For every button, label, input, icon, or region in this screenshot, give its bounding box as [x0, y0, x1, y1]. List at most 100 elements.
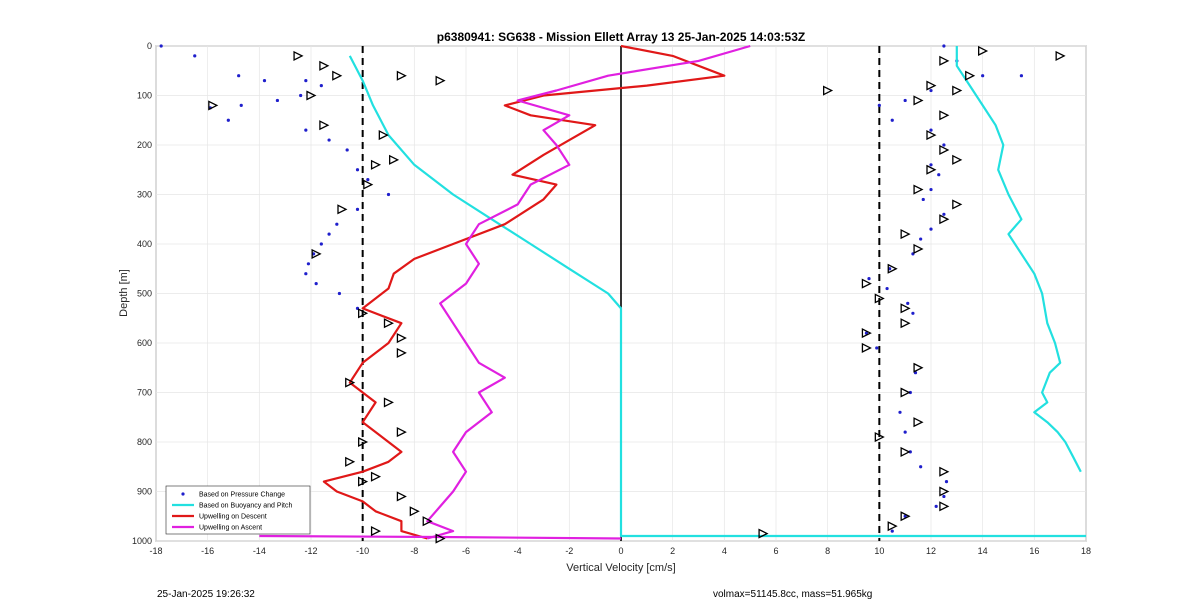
descent-marker [389, 154, 400, 165]
ascent-marker [952, 85, 963, 96]
x-tick-label: -16 [201, 546, 214, 556]
pressure-point [355, 207, 360, 211]
triangle-markers [208, 45, 1066, 544]
pressure-point [304, 128, 308, 132]
descent-marker [396, 427, 407, 438]
pressure-point [942, 494, 946, 499]
pressure-point [327, 232, 331, 236]
ascent-marker [874, 293, 885, 304]
ascent-marker [900, 387, 911, 398]
x-tick-label: -8 [410, 546, 418, 556]
pressure-point [319, 84, 323, 88]
series-line [348, 55, 1086, 538]
chart-title: p6380941: SG638 - Mission Ellett Array 1… [437, 30, 805, 44]
ascent-marker [939, 466, 950, 477]
legend: Based on Pressure Change Based on Buoyanc… [165, 485, 311, 535]
ascent-marker [939, 110, 950, 121]
ascent-marker [900, 511, 911, 522]
pressure-point [1019, 74, 1024, 78]
pressure-point [903, 430, 907, 434]
pressure-point [890, 118, 894, 122]
x-tick-label: 16 [1029, 546, 1039, 556]
ascent-marker [913, 243, 924, 255]
descent-marker [337, 204, 348, 215]
pressure-point [304, 272, 308, 276]
pressure-point [355, 168, 360, 172]
x-tick-label: 8 [825, 546, 830, 556]
y-tick-label: 800 [137, 437, 152, 447]
descent-marker [293, 50, 304, 61]
descent-marker [435, 533, 446, 544]
pressure-point [937, 173, 941, 177]
ascent-marker [900, 318, 911, 329]
pressure-point [335, 222, 339, 226]
y-tick-label: 900 [137, 487, 152, 497]
descent-marker [370, 159, 382, 170]
pressure-point [898, 410, 902, 414]
pressure-point [903, 98, 907, 103]
pressure-point [319, 242, 323, 246]
y-tick-labels: 0 100 200 300 400 500 600 700 800 900 1000 [132, 41, 152, 546]
pressure-point [919, 465, 923, 469]
pressure-point [159, 44, 163, 48]
pressure-point [929, 88, 933, 93]
x-tick-label: -10 [356, 546, 369, 556]
x-tick-labels: -18 -16 -14 -12 -10 -8 -6 -4 -2 0 2 4 6 8 10 12 14 16 18 [149, 546, 1091, 556]
ascent-marker [900, 303, 911, 314]
pressure-point [299, 93, 303, 98]
y-axis-label: Depth [m] [118, 269, 130, 317]
pressure-point [921, 197, 925, 202]
pressure-point [906, 301, 910, 305]
y-tick-label: 600 [137, 338, 152, 348]
descent-marker [396, 70, 407, 81]
descent-marker [383, 318, 394, 329]
ascent-marker [913, 362, 924, 373]
ascent-marker [952, 199, 963, 210]
pressure-point [304, 79, 308, 83]
pressure-point [942, 44, 946, 48]
ascent-marker [939, 55, 950, 66]
ascent-marker [926, 80, 937, 91]
x-axis-label: Vertical Velocity [cm/s] [566, 562, 675, 574]
descent-marker [306, 90, 317, 101]
ascent-marker [823, 85, 834, 96]
pressure-point [864, 331, 869, 335]
y-tick-label: 700 [137, 388, 152, 398]
pressure-point [867, 277, 871, 281]
ascent-marker [861, 342, 872, 354]
descent-marker [345, 377, 356, 388]
series-line [955, 46, 1082, 473]
ascent-marker [926, 164, 937, 175]
pressure-point [929, 163, 933, 167]
x-tick-label: -2 [565, 546, 573, 556]
x-tick-label: -18 [149, 546, 162, 556]
pressure-point [919, 237, 923, 241]
descent-marker [370, 526, 382, 537]
ascent-marker [861, 278, 872, 289]
x-tick-label: 0 [618, 546, 623, 556]
descent-marker [396, 332, 407, 344]
y-tick-label: 100 [137, 91, 152, 101]
descent-marker [319, 120, 330, 131]
x-tick-label: -6 [462, 546, 470, 556]
descent-marker [435, 75, 446, 86]
descent-marker [358, 476, 369, 487]
x-tick-label: 10 [874, 546, 884, 556]
series-line [322, 44, 726, 540]
legend-entry: Based on Buoyancy and Pitch [199, 503, 293, 510]
ascent-marker [861, 328, 872, 339]
pressure-point [911, 311, 915, 315]
pressure-point [193, 54, 197, 58]
y-tick-label: 400 [137, 239, 152, 249]
series-line [426, 44, 751, 540]
descent-marker [319, 60, 330, 71]
pressure-point [337, 291, 342, 296]
footer-timestamp: 25-Jan-2025 19:26:32 [157, 589, 255, 600]
pressure-point [275, 98, 280, 103]
legend-entry: Based on Pressure Change [199, 492, 285, 499]
pressure-point [942, 212, 946, 216]
descent-marker [208, 100, 219, 111]
descent-marker [370, 471, 382, 482]
pressure-point [237, 74, 241, 78]
y-tick-label: 300 [137, 190, 152, 200]
